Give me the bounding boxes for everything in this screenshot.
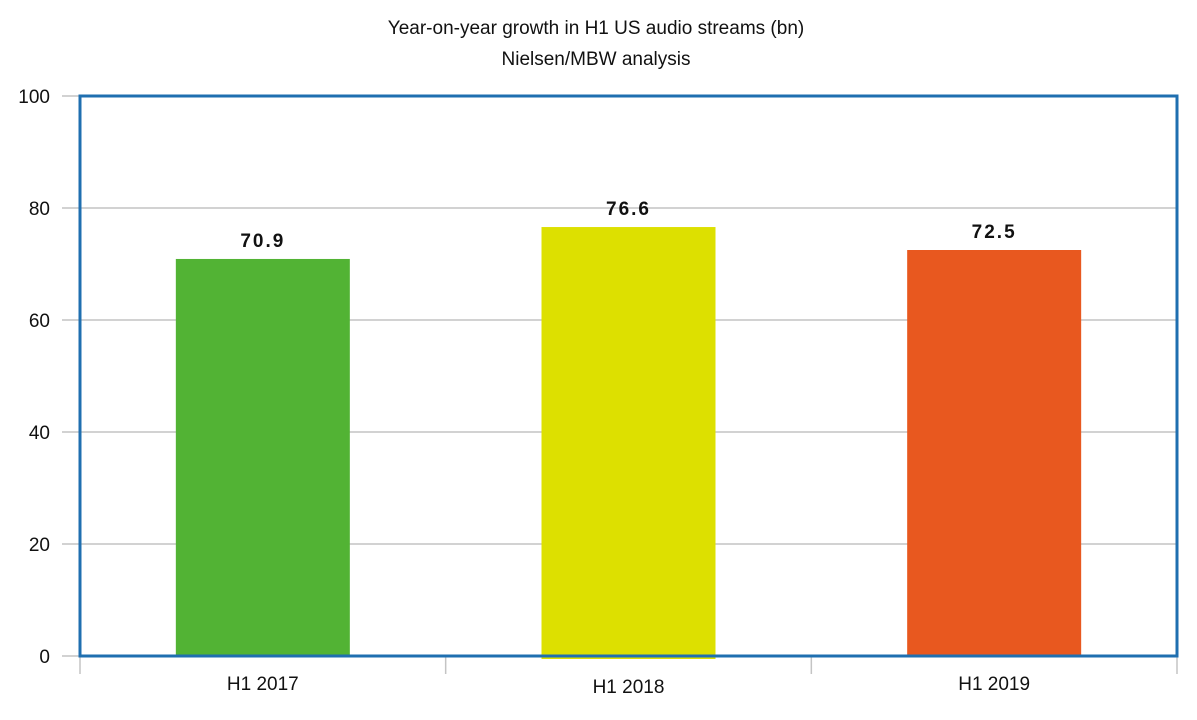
chart-title: Year-on-year growth in H1 US audio strea… bbox=[388, 18, 804, 39]
bar-chart: Year-on-year growth in H1 US audio strea… bbox=[0, 0, 1197, 720]
bars bbox=[176, 227, 1081, 659]
y-tick-label: 0 bbox=[39, 647, 50, 668]
bar-value-label: 72.5 bbox=[972, 222, 1017, 243]
chart-subtitle: Nielsen/MBW analysis bbox=[502, 49, 691, 70]
y-axis-ticks: 0 20 40 60 80 100 bbox=[18, 87, 50, 668]
bar bbox=[176, 259, 350, 656]
bar bbox=[907, 250, 1081, 656]
y-tick-label: 80 bbox=[29, 199, 50, 220]
bar bbox=[542, 227, 716, 659]
y-tick-label: 60 bbox=[29, 311, 50, 332]
y-tick-label: 100 bbox=[18, 87, 50, 108]
x-axis-ticks: H1 2017 H1 2018 H1 2019 bbox=[80, 656, 1177, 698]
x-tick-label: H1 2017 bbox=[227, 674, 299, 695]
bar-value-label: 76.6 bbox=[606, 199, 651, 220]
x-tick-label: H1 2018 bbox=[593, 677, 665, 698]
y-tick-label: 40 bbox=[29, 423, 50, 444]
y-tick-label: 20 bbox=[29, 535, 50, 556]
bar-value-label: 70.9 bbox=[240, 231, 285, 252]
x-tick-label: H1 2019 bbox=[958, 674, 1030, 695]
